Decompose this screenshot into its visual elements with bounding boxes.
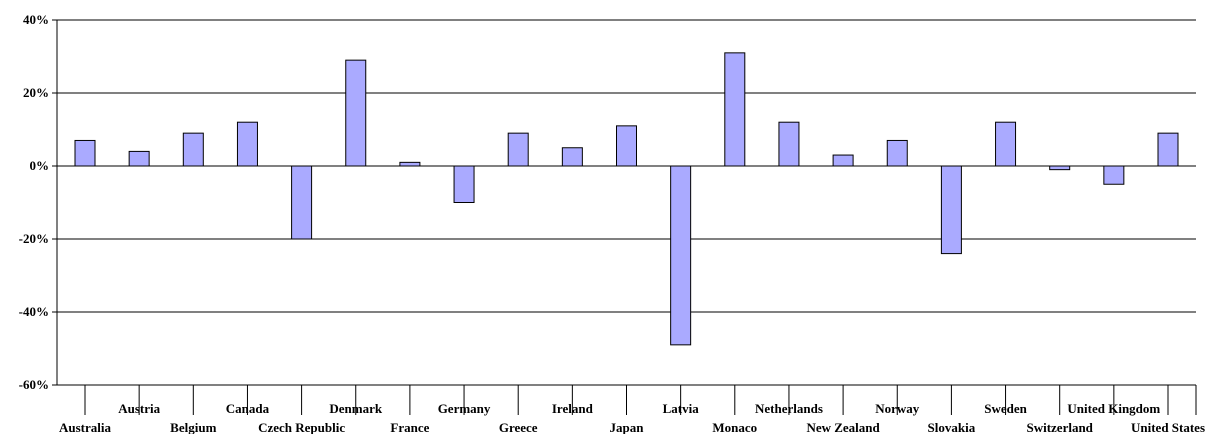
x-category-label: Latvia bbox=[663, 401, 700, 416]
x-category-label: Slovakia bbox=[928, 420, 976, 434]
y-tick-label: 40% bbox=[23, 12, 49, 27]
x-category-label: Norway bbox=[875, 401, 920, 416]
x-category-label: United States bbox=[1131, 420, 1205, 434]
bar bbox=[291, 165, 313, 240]
x-category-label: Japan bbox=[610, 420, 645, 434]
y-tick-label: -20% bbox=[19, 231, 49, 246]
bar bbox=[886, 139, 908, 167]
bar bbox=[345, 59, 367, 167]
x-category-label: Belgium bbox=[170, 420, 216, 434]
x-category-label: New Zealand bbox=[806, 420, 880, 434]
x-category-label: Austria bbox=[118, 401, 160, 416]
bar bbox=[399, 161, 421, 167]
bar bbox=[778, 121, 800, 167]
bar bbox=[940, 165, 962, 255]
y-tick-label: 0% bbox=[30, 158, 50, 173]
bar bbox=[182, 132, 204, 167]
label-layer: 40% 20% 0% -20% -40% -60% Australia Austria Belg… bbox=[19, 12, 1205, 434]
x-category-label: Czech Republic bbox=[258, 420, 345, 434]
y-tick-label: 20% bbox=[23, 85, 49, 100]
bar bbox=[507, 132, 529, 167]
bar bbox=[453, 165, 475, 203]
bar bbox=[236, 121, 258, 167]
x-category-label: Canada bbox=[226, 401, 270, 416]
x-category-label: Germany bbox=[438, 401, 491, 416]
bar bbox=[128, 150, 150, 167]
y-tick-label: -60% bbox=[19, 377, 49, 392]
x-category-label: France bbox=[390, 420, 429, 434]
x-category-label: Switzerland bbox=[1026, 420, 1093, 434]
bar bbox=[1103, 165, 1125, 185]
x-category-label: Monaco bbox=[712, 420, 757, 434]
x-category-label: United Kingdom bbox=[1067, 401, 1160, 416]
bar bbox=[995, 121, 1017, 167]
grid-layer bbox=[57, 19, 1196, 386]
axis-layer bbox=[52, 19, 1197, 415]
x-category-label: Australia bbox=[59, 420, 112, 434]
x-category-label: Sweden bbox=[984, 401, 1027, 416]
bar bbox=[832, 154, 854, 167]
bar bbox=[561, 147, 583, 167]
bar bbox=[74, 139, 96, 167]
bar bbox=[724, 52, 746, 167]
bar bbox=[1157, 132, 1179, 167]
x-category-label: Ireland bbox=[552, 401, 594, 416]
bar bbox=[670, 165, 692, 346]
x-category-label: Netherlands bbox=[755, 401, 823, 416]
y-tick-label: -40% bbox=[19, 304, 49, 319]
bar bbox=[616, 125, 637, 167]
x-category-label: Greece bbox=[499, 420, 538, 434]
bar bbox=[1049, 165, 1071, 171]
bar-layer bbox=[74, 52, 1179, 346]
x-category-label: Denmark bbox=[329, 401, 382, 416]
